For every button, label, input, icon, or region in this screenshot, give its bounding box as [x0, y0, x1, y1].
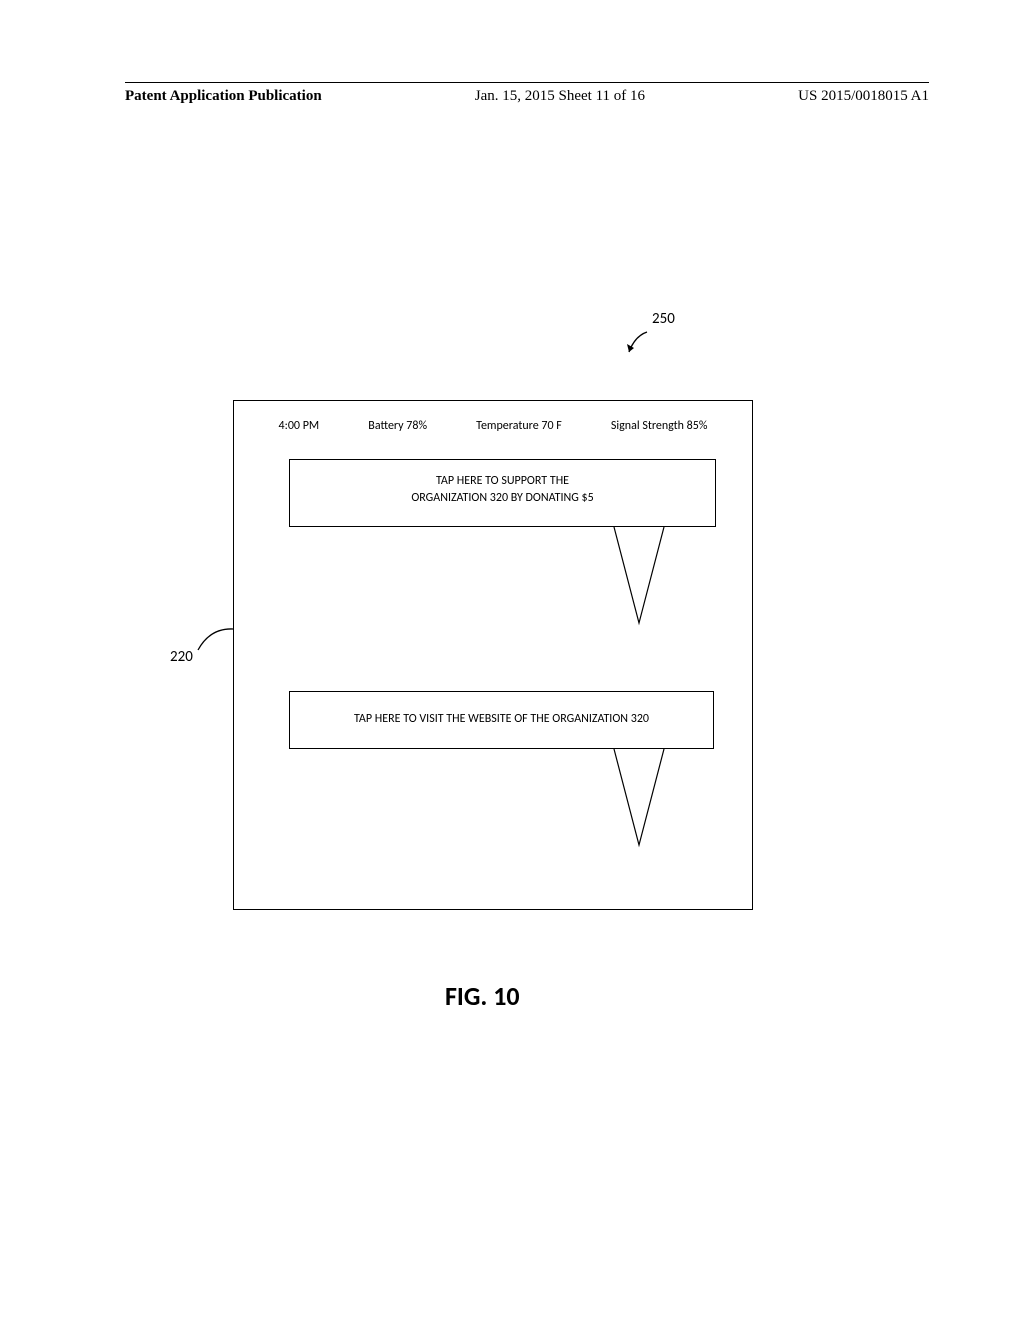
- website-callout-text: TAP HERE TO VISIT THE WEBSITE OF THE ORG…: [354, 712, 649, 726]
- reference-lead-250: [625, 330, 653, 358]
- website-callout-box[interactable]: TAP HERE TO VISIT THE WEBSITE OF THE ORG…: [289, 691, 714, 749]
- donate-callout-box[interactable]: TAP HERE TO SUPPORT THE ORGANIZATION 320…: [289, 459, 716, 527]
- status-battery: Battery 78%: [368, 419, 427, 433]
- header-publication: Patent Application Publication: [125, 88, 322, 105]
- callout-pointer-2: [604, 749, 674, 849]
- callout-pointer-1: [604, 527, 674, 627]
- donate-callout-line2: ORGANIZATION 320 BY DONATING $5: [290, 490, 715, 507]
- header-patent-number: US 2015/0018015 A1: [798, 88, 929, 105]
- reference-lead-220: [195, 623, 235, 653]
- donate-callout-line1: TAP HERE TO SUPPORT THE: [290, 473, 715, 490]
- status-bar: 4:00 PM Battery 78% Temperature 70 F Sig…: [234, 419, 752, 433]
- status-temperature: Temperature 70 F: [476, 419, 562, 433]
- reference-numeral-220: 220: [170, 648, 193, 666]
- page-header: Patent Application Publication Jan. 15, …: [125, 88, 929, 105]
- device-screen-frame: 4:00 PM Battery 78% Temperature 70 F Sig…: [233, 400, 753, 910]
- status-signal: Signal Strength 85%: [611, 419, 708, 433]
- status-time: 4:00 PM: [279, 419, 320, 433]
- reference-numeral-250: 250: [652, 310, 675, 328]
- figure-label: FIG. 10: [445, 980, 520, 1012]
- header-rule: [125, 82, 929, 83]
- header-date-sheet: Jan. 15, 2015 Sheet 11 of 16: [475, 88, 645, 105]
